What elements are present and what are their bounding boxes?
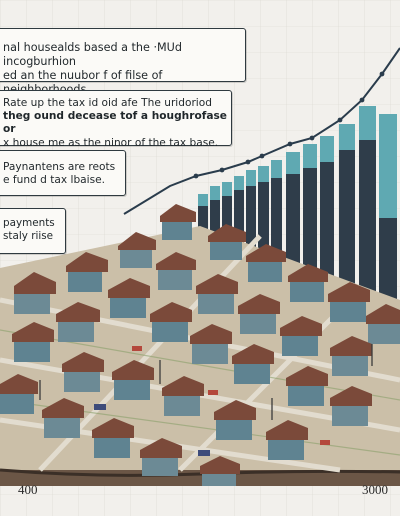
house xyxy=(328,282,370,322)
house xyxy=(288,264,328,302)
callout-line: nal housealds based a the ·MUd incogburh… xyxy=(3,41,182,68)
bar xyxy=(246,170,256,260)
bar-chart xyxy=(198,106,397,314)
house xyxy=(140,438,182,476)
bar xyxy=(359,106,376,310)
house xyxy=(12,322,54,362)
house xyxy=(108,278,150,318)
axis-label-left: 400 xyxy=(18,482,38,497)
house xyxy=(66,252,108,292)
trend-line xyxy=(123,47,400,215)
bar xyxy=(271,160,282,272)
bar xyxy=(234,176,244,256)
house xyxy=(0,374,38,414)
house xyxy=(112,360,154,400)
house xyxy=(156,252,196,290)
house xyxy=(62,352,104,392)
callout-line: Rate up the tax id oid afe The uridoriod xyxy=(3,97,212,109)
callout-tax-rate: Rate up the tax id oid afe The uridoriod… xyxy=(0,90,232,149)
bar xyxy=(222,182,232,252)
bar xyxy=(339,124,355,304)
bar xyxy=(198,194,208,244)
callout-payments-fund: Paynantens are reots e fund d tax lbaise… xyxy=(0,150,126,196)
callout-line: theg ound decease tof a houghrofase or xyxy=(3,110,227,136)
house xyxy=(366,304,400,344)
house xyxy=(246,244,286,282)
bar xyxy=(379,114,397,314)
house xyxy=(150,302,192,342)
house xyxy=(92,418,134,458)
bar xyxy=(258,166,269,266)
axis-label-right: 3000 xyxy=(362,482,388,497)
house xyxy=(118,232,156,268)
house xyxy=(162,376,204,416)
bar xyxy=(286,152,300,280)
house xyxy=(286,366,328,406)
callout-line: Paynantens are reots xyxy=(3,161,116,173)
callout-line: e fund d tax lbaise. xyxy=(3,174,106,187)
house xyxy=(208,224,246,260)
house xyxy=(238,294,280,334)
house xyxy=(330,336,372,376)
house xyxy=(330,386,372,426)
house xyxy=(266,420,308,460)
house xyxy=(214,400,256,440)
house xyxy=(232,344,274,384)
callout-line: staly riise xyxy=(3,230,54,242)
house xyxy=(200,456,240,486)
house xyxy=(190,324,232,364)
house xyxy=(280,316,322,356)
house xyxy=(56,302,100,342)
house xyxy=(196,274,238,314)
house xyxy=(14,272,56,314)
bar xyxy=(320,136,334,296)
bar xyxy=(210,186,220,248)
callout-households: nal housealds based a the ·MUd incogburh… xyxy=(0,28,246,96)
callout-payments-rise: payments staly riise xyxy=(0,208,66,254)
utility-poles xyxy=(39,344,373,420)
cars xyxy=(94,346,330,456)
callout-line: x house me as the ninor of the tax base. xyxy=(3,136,219,149)
houses xyxy=(0,204,400,486)
bar xyxy=(303,144,317,288)
house xyxy=(160,204,196,240)
callout-line: payments xyxy=(3,217,55,229)
house xyxy=(42,398,84,438)
